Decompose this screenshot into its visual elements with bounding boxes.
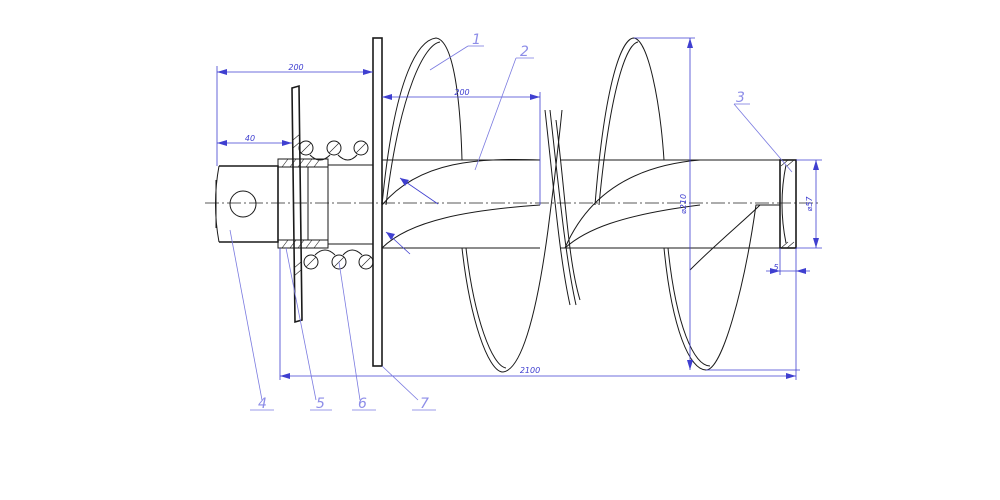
- dim-flight-diameter: ⌀210: [634, 37, 800, 371]
- left-span-label: 200: [288, 63, 303, 72]
- part-label-1: 1: [429, 32, 484, 71]
- end-diameter-label: ⌀57: [805, 196, 814, 212]
- dim-left-inner: 40: [217, 134, 292, 146]
- helical-flight-1: [381, 37, 563, 373]
- part-label-6: 6: [338, 261, 376, 412]
- svg-text:7: 7: [420, 396, 429, 412]
- part-label-3: 3: [733, 90, 793, 173]
- dim-end-offset: 5: [766, 248, 810, 275]
- sleeve: [277, 158, 329, 249]
- dim-left-span: 200: [216, 63, 373, 166]
- dim-end-diameter: ⌀57: [796, 159, 822, 249]
- svg-text:5: 5: [316, 396, 325, 412]
- svg-text:2: 2: [520, 44, 529, 60]
- helical-flight-2: [544, 37, 780, 371]
- pin-hole: [229, 190, 257, 218]
- flight-diameter-label: ⌀210: [679, 194, 688, 214]
- part-label-2: 2: [474, 44, 534, 171]
- dim-mid: 200: [382, 88, 541, 205]
- overall-length-label: 2100: [520, 366, 540, 375]
- mid-label: 200: [454, 88, 469, 97]
- svg-text:6: 6: [358, 396, 367, 412]
- shaft-end-stub: [215, 165, 279, 243]
- left-inner-label: 40: [245, 134, 255, 143]
- part-label-4: 4: [229, 229, 274, 412]
- part-label-7: 7: [381, 365, 436, 412]
- svg-text:4: 4: [258, 396, 267, 412]
- weld-markers: [385, 177, 439, 255]
- left-flange-plate: [291, 84, 303, 324]
- svg-text:3: 3: [736, 90, 745, 106]
- end-offset-label: 5: [773, 263, 778, 272]
- dim-overall-length: 2100: [279, 248, 797, 380]
- main-disk: [372, 37, 383, 367]
- end-cap-hatch: [780, 159, 795, 249]
- end-cap: [779, 159, 797, 249]
- auger-tube: [328, 159, 780, 249]
- spring-coils: [298, 140, 374, 270]
- part-label-5: 5: [285, 247, 332, 412]
- svg-text:1: 1: [472, 32, 481, 48]
